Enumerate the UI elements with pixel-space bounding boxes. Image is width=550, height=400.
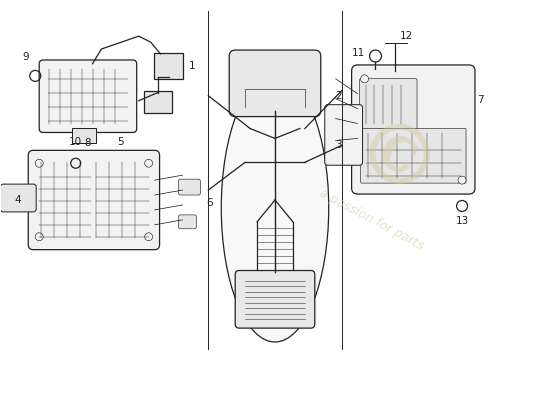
- Text: 7: 7: [477, 95, 483, 105]
- FancyBboxPatch shape: [360, 78, 417, 129]
- FancyBboxPatch shape: [179, 215, 196, 229]
- FancyBboxPatch shape: [72, 128, 96, 143]
- FancyBboxPatch shape: [361, 128, 466, 183]
- FancyBboxPatch shape: [235, 270, 315, 328]
- FancyBboxPatch shape: [1, 184, 36, 212]
- FancyBboxPatch shape: [179, 179, 200, 195]
- FancyBboxPatch shape: [324, 105, 362, 165]
- Text: 1: 1: [189, 61, 195, 71]
- Text: 4: 4: [15, 195, 21, 205]
- FancyBboxPatch shape: [351, 65, 475, 194]
- Ellipse shape: [221, 74, 329, 342]
- Text: 8: 8: [85, 138, 91, 148]
- Text: 9: 9: [22, 52, 29, 62]
- Text: 2: 2: [335, 91, 342, 101]
- Circle shape: [35, 233, 43, 241]
- Text: 3: 3: [335, 140, 342, 150]
- Circle shape: [361, 75, 368, 83]
- FancyBboxPatch shape: [229, 50, 321, 116]
- Text: 11: 11: [353, 48, 366, 58]
- Text: 5: 5: [117, 137, 124, 147]
- Circle shape: [35, 159, 43, 167]
- Text: ©: ©: [339, 110, 450, 220]
- FancyBboxPatch shape: [39, 60, 137, 132]
- Circle shape: [145, 233, 152, 241]
- Text: 10: 10: [69, 137, 82, 147]
- Text: 13: 13: [455, 216, 469, 226]
- Text: a passion for parts: a passion for parts: [317, 187, 426, 253]
- FancyBboxPatch shape: [28, 150, 160, 250]
- FancyBboxPatch shape: [153, 53, 184, 79]
- Circle shape: [145, 159, 152, 167]
- Circle shape: [458, 176, 466, 184]
- Text: 12: 12: [399, 31, 412, 41]
- Text: 6: 6: [206, 198, 213, 208]
- FancyBboxPatch shape: [144, 91, 172, 113]
